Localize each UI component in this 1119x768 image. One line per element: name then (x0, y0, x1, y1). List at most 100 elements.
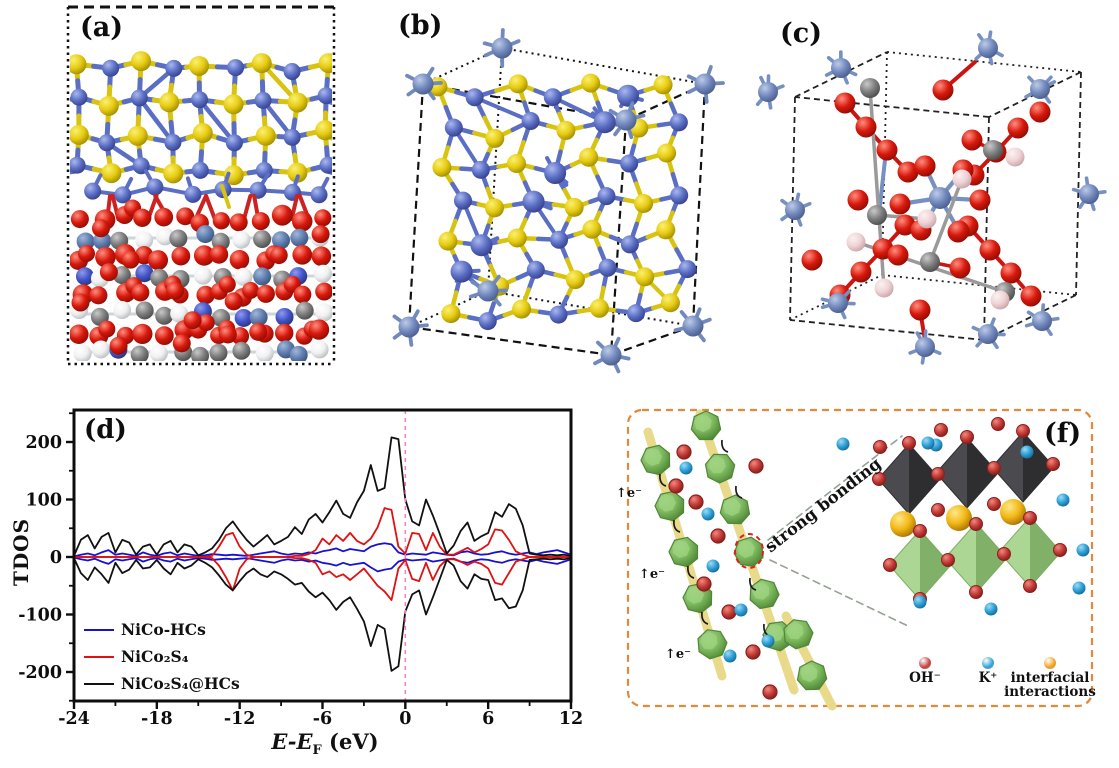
substrate-atom (194, 266, 213, 285)
octahedron-face (889, 530, 920, 600)
electron-hop-arrow (701, 611, 709, 625)
c-h-bond (928, 177, 964, 264)
substrate-atom (295, 301, 314, 320)
octahedron-face (936, 438, 967, 508)
oh-ion-ring (987, 497, 1001, 511)
substrate-oxygen (292, 211, 313, 232)
legend-line-swatch (84, 682, 114, 685)
lattice-atom (656, 220, 676, 240)
nanowire-bead-facet (700, 632, 718, 650)
corner-metal-atom (978, 38, 998, 58)
substrate-atom (135, 264, 154, 283)
k-ion (913, 595, 927, 609)
panel-b-content (428, 73, 697, 331)
oh-ion (941, 553, 955, 567)
lattice-atom (549, 305, 568, 324)
oh-ion (746, 645, 760, 659)
legend-label: NiCo-HCs (121, 620, 206, 639)
slab-atom (70, 156, 86, 174)
substrate-atom (253, 267, 272, 286)
oh-ion (969, 585, 983, 599)
lattice-atom (471, 160, 490, 179)
panel-b-label: (b) (398, 10, 443, 41)
corner-metal-atom (828, 293, 848, 313)
chart-legend-item: NiCo₂S₄@HCs (84, 670, 240, 697)
oxygen-atom (889, 193, 911, 215)
dos-curve-nico-hcs (74, 542, 571, 558)
lattice-atom (669, 113, 688, 132)
oh-ion (987, 497, 1001, 511)
x-axis-title-main: E-E (271, 729, 313, 754)
oxygen-atom (834, 92, 856, 114)
k-ion (706, 559, 720, 573)
corner-metal-atom (978, 324, 998, 344)
oh-ion-ring (902, 436, 916, 450)
oxygen-atom (897, 161, 919, 183)
interface-bond (204, 194, 217, 221)
electron-hop-arrow (687, 565, 695, 579)
oh-ion (1053, 543, 1067, 557)
oh-ion-ring (991, 417, 1005, 431)
lattice-atom (508, 74, 528, 94)
oh-ion (1023, 579, 1037, 593)
lattice-atom (512, 299, 532, 319)
y-tick-label: -100 (18, 606, 62, 626)
oxygen-atom (961, 129, 983, 151)
substrate-oxygen (71, 293, 90, 312)
slab-atom (184, 185, 202, 203)
substrate-oxygen (70, 324, 89, 345)
slab-atom (98, 95, 119, 116)
lattice-atom (670, 186, 689, 205)
k-ion (1056, 493, 1070, 507)
unit-cell-edge (794, 96, 990, 118)
k-ion (921, 436, 935, 450)
nanowire-bead-facet (658, 494, 676, 512)
oh-ion (913, 524, 927, 538)
oh-ion (987, 461, 1001, 475)
nanowire-bead-facet (708, 456, 726, 474)
substrate-oxygen (314, 209, 332, 227)
slab-atom (283, 62, 301, 80)
x-tick-label: 6 (482, 709, 494, 729)
dos-curve-nico2s4-hcs (74, 557, 571, 672)
lattice-atom (657, 143, 677, 163)
substrate-atom (209, 343, 228, 361)
substrate-oxygen (229, 249, 250, 270)
lattice-atom (634, 193, 654, 213)
center-metal-atom (929, 187, 951, 209)
octahedron-face (976, 523, 1007, 593)
lattice-atom (597, 187, 616, 206)
substrate-oxygen (293, 285, 312, 304)
slab-atom (146, 178, 164, 196)
oh-ion-ring (696, 576, 712, 592)
lattice-atom (526, 260, 545, 279)
interfacial-atom (1000, 499, 1026, 525)
substrate-oxygen (229, 213, 248, 232)
corner-metal-atom (491, 37, 513, 59)
lattice-atom (441, 304, 461, 324)
k-ion (734, 603, 748, 617)
nanowire-bead-facet (644, 448, 662, 466)
x-tick-label: 0 (399, 709, 411, 729)
substrate-atom (191, 346, 210, 361)
lattice-atom (550, 230, 569, 249)
substrate-oxygen (154, 207, 174, 227)
substrate-atom (232, 230, 251, 249)
oxygen-atom (969, 189, 991, 211)
x-axis-title-sub: F (312, 743, 322, 759)
substrate-oxygen (271, 204, 293, 226)
lattice-atom (589, 298, 609, 318)
substrate-oxygen (95, 246, 116, 268)
chart-legend-item: NiCo₂S₄ (84, 643, 240, 670)
lattice-atom (556, 120, 576, 140)
substrate-atom (149, 344, 168, 361)
substrate-oxygen (193, 245, 215, 266)
slab-atom (225, 134, 243, 152)
k-ion (679, 461, 693, 475)
oxygen-atom (801, 249, 823, 271)
corner-metal-atom (758, 82, 778, 102)
oxygen-atom (850, 261, 872, 283)
